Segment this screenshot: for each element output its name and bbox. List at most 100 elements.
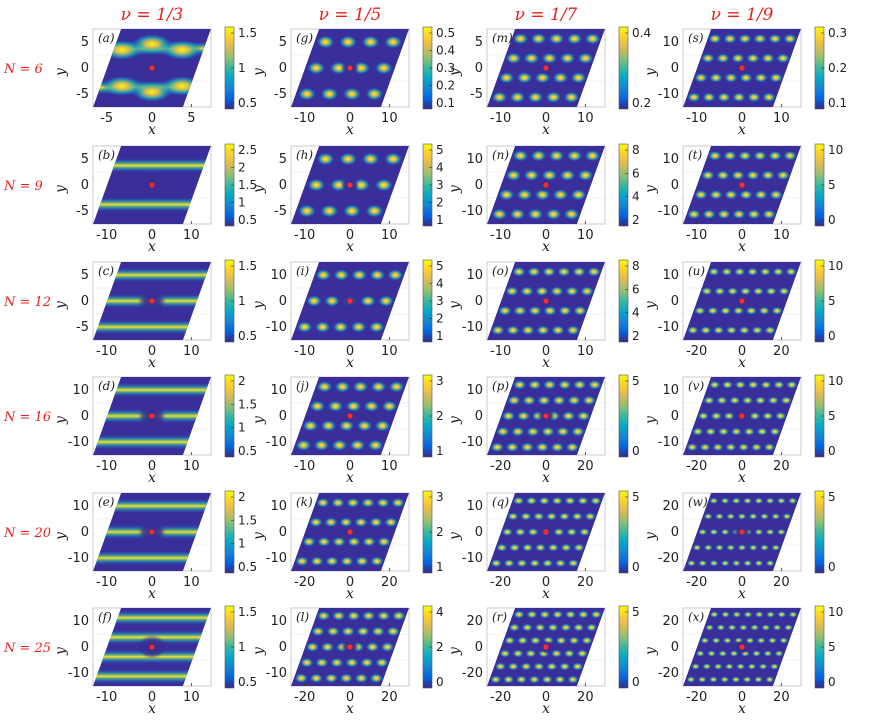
panel: (o) -10 0 10 x 10 0 -10 y 8 6 4 2 xyxy=(447,259,640,371)
density-peak xyxy=(380,642,395,652)
x-tick-label: 20 xyxy=(773,344,790,359)
y-tick-label: -10 xyxy=(462,435,483,450)
density-peak xyxy=(721,380,733,389)
density-peak xyxy=(545,208,562,220)
density-peak xyxy=(754,189,768,200)
density-peak xyxy=(732,611,742,618)
x-tick-label: -10 xyxy=(686,111,707,126)
density-peak xyxy=(363,400,380,412)
density-peak xyxy=(564,496,576,505)
panel-label: (l) xyxy=(296,610,310,624)
x-axis-label: x xyxy=(738,355,746,371)
density-peak xyxy=(729,396,741,405)
density-peak xyxy=(332,536,346,547)
x-tick-label: 20 xyxy=(773,690,790,705)
x-tick-label: 0 xyxy=(148,228,156,243)
y-tick-label: -10 xyxy=(68,435,89,450)
colorbar-tick-label: 1.5 xyxy=(238,26,257,40)
density-peak xyxy=(556,426,570,437)
x-tick-label: -10 xyxy=(294,111,315,126)
density-peak xyxy=(539,610,551,619)
x-tick-label: 0 xyxy=(542,690,550,705)
density-peak xyxy=(709,497,719,504)
density-peak xyxy=(346,497,360,508)
density-peak xyxy=(713,663,723,670)
quasihole-marker xyxy=(347,644,353,650)
density-peak xyxy=(551,325,565,336)
x-tick-label: 0 xyxy=(346,111,354,126)
density-peak xyxy=(778,287,790,296)
density-peak xyxy=(296,321,313,333)
y-tick-label: 10 xyxy=(662,35,679,50)
density-peak xyxy=(752,287,764,296)
density-peak xyxy=(724,72,738,83)
x-tick-label: 0 xyxy=(346,690,354,705)
density-peak xyxy=(694,189,708,200)
colorbar-tick-label: 1 xyxy=(238,537,246,551)
density-peak xyxy=(723,150,737,161)
y-tick-label: 20 xyxy=(662,614,679,629)
density-peak xyxy=(351,269,368,281)
density-peak xyxy=(732,92,746,103)
density-peak xyxy=(298,87,316,101)
density-peak xyxy=(557,266,571,277)
density-peak xyxy=(731,676,741,683)
density-peak xyxy=(498,305,512,316)
y-axis-label: y xyxy=(53,646,69,656)
density-peak xyxy=(738,624,748,631)
density-peak xyxy=(496,543,508,552)
y-axis-label: y xyxy=(643,646,659,656)
x-axis-label: x xyxy=(542,355,550,371)
density-peak xyxy=(528,380,542,390)
density-peak xyxy=(520,662,532,671)
y-tick-label: 10 xyxy=(72,614,89,629)
panel-label: (i) xyxy=(296,264,310,278)
density-peak xyxy=(334,381,351,393)
x-tick-label: 0 xyxy=(542,459,550,474)
density-peak xyxy=(587,266,601,277)
column-title: ν = 1/5 xyxy=(319,5,382,25)
density-peak xyxy=(320,642,335,652)
panel-label: (d) xyxy=(98,379,115,393)
density-peak xyxy=(543,305,557,316)
x-axis-label: x xyxy=(542,701,550,717)
density-peak xyxy=(535,286,549,297)
x-tick-label: 20 xyxy=(773,575,790,590)
density-peak xyxy=(327,400,344,412)
density-peak xyxy=(516,411,531,421)
density-peak xyxy=(367,439,384,451)
density-peak xyxy=(705,624,715,631)
colorbar-tick-label: 0.3 xyxy=(436,61,455,75)
density-peak xyxy=(558,512,570,521)
density-peak xyxy=(724,189,738,200)
quasihole-marker xyxy=(149,413,155,419)
density-peak xyxy=(520,512,532,521)
density-peak xyxy=(550,286,564,297)
x-tick-label: -10 xyxy=(294,228,315,243)
density-peak xyxy=(590,496,602,505)
panel: (q) -20 0 20 x 10 0 -10 y 5 0 xyxy=(447,490,640,602)
density-peak xyxy=(721,267,733,276)
colorbar-tick-label: 6 xyxy=(632,282,640,296)
density-peak xyxy=(763,443,775,452)
density-peak xyxy=(765,528,775,536)
density-peak xyxy=(546,662,558,671)
density-peak xyxy=(356,626,370,637)
panel: (m) -10 0 10 x 5 0 -5 y 0.4 0.2 xyxy=(447,26,651,138)
density-peak xyxy=(325,556,339,567)
x-axis-label: x xyxy=(346,586,354,602)
density-peak xyxy=(498,189,515,201)
density-peak xyxy=(769,72,783,83)
density-peak xyxy=(386,626,400,637)
density-peak xyxy=(295,556,309,567)
density-peak xyxy=(547,543,559,552)
density-peak xyxy=(747,92,761,103)
colorbar-tick-label: 0.5 xyxy=(238,96,257,110)
density-peak xyxy=(756,427,768,436)
density-peak xyxy=(494,662,506,671)
density-peak xyxy=(720,306,732,315)
y-axis-label: y xyxy=(447,184,463,194)
colorbar-tick-label: 8 xyxy=(632,143,640,157)
density-peak xyxy=(369,269,386,281)
density-peak xyxy=(761,170,775,181)
